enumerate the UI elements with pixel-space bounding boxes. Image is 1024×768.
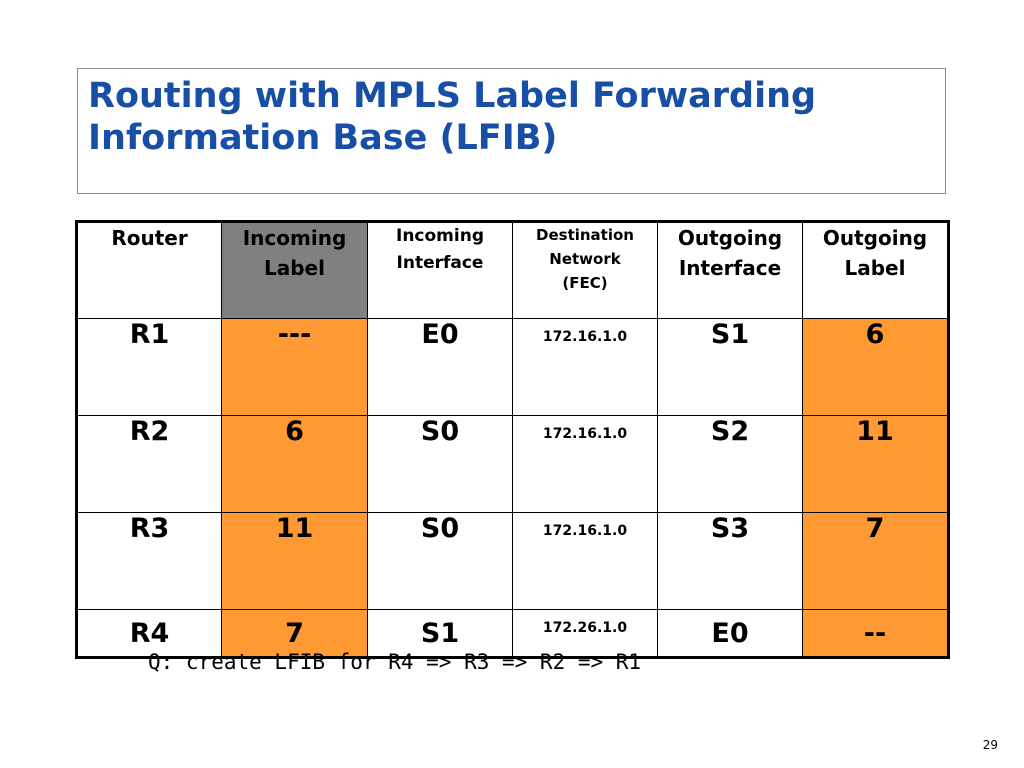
page-number: 29 <box>982 738 998 752</box>
cell-router: R2 <box>76 415 222 513</box>
cell-incoming-label: 11 <box>221 512 368 610</box>
cell-incoming-interface: E0 <box>367 318 513 416</box>
cell-router: R3 <box>76 512 222 610</box>
cell-outgoing-label: 11 <box>802 415 949 513</box>
cell-outgoing-interface: S1 <box>657 318 803 416</box>
lfib-table: Router Incoming Label Incoming Interface… <box>75 220 950 659</box>
header-router: Router <box>76 221 222 319</box>
cell-incoming-interface: S1 <box>367 609 513 658</box>
header-destination-network-label: Destination Network <box>536 226 634 268</box>
cell-incoming-label: --- <box>221 318 368 416</box>
cell-incoming-interface: S0 <box>367 415 513 513</box>
cell-outgoing-interface: S3 <box>657 512 803 610</box>
title-box: Routing with MPLS Label Forwarding Infor… <box>77 68 946 194</box>
cell-incoming-label: 7 <box>221 609 368 658</box>
header-incoming-interface: Incoming Interface <box>367 221 513 319</box>
cell-destination-network: 172.16.1.0 <box>512 318 658 416</box>
table-header-row: Router Incoming Label Incoming Interface… <box>76 221 949 319</box>
cell-destination-network: 172.16.1.0 <box>512 415 658 513</box>
cell-outgoing-interface: S2 <box>657 415 803 513</box>
table-row: R1 --- E0 172.16.1.0 S1 6 <box>76 318 949 416</box>
header-destination-network: Destination Network (FEC) <box>512 221 658 319</box>
cell-incoming-interface: S0 <box>367 512 513 610</box>
cell-destination-network: 172.26.1.0 <box>512 609 658 658</box>
cell-router: R4 <box>76 609 222 658</box>
table-row: R2 6 S0 172.16.1.0 S2 11 <box>76 415 949 513</box>
cell-incoming-label: 6 <box>221 415 368 513</box>
header-outgoing-interface: Outgoing Interface <box>657 221 803 319</box>
cell-outgoing-label: 6 <box>802 318 949 416</box>
table-row: R3 11 S0 172.16.1.0 S3 7 <box>76 512 949 610</box>
table-row: R4 7 S1 172.26.1.0 E0 -- <box>76 609 949 658</box>
cell-outgoing-interface: E0 <box>657 609 803 658</box>
question-footnote: Q: create LFIB for R4 => R3 => R2 => R1 <box>148 650 642 674</box>
cell-outgoing-label: -- <box>802 609 949 658</box>
header-outgoing-label: Outgoing Label <box>802 221 949 319</box>
header-fec-label: (FEC) <box>562 274 608 292</box>
slide-title: Routing with MPLS Label Forwarding Infor… <box>88 76 817 158</box>
header-incoming-label: Incoming Label <box>221 221 368 319</box>
cell-destination-network: 172.16.1.0 <box>512 512 658 610</box>
cell-outgoing-label: 7 <box>802 512 949 610</box>
cell-router: R1 <box>76 318 222 416</box>
